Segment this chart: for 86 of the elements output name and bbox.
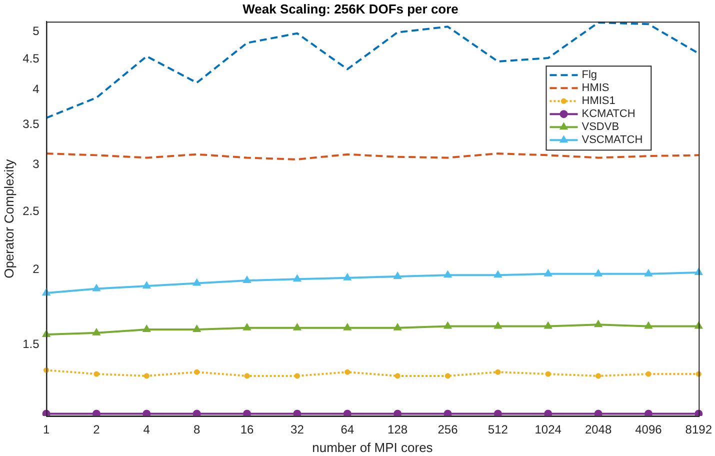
- point: [193, 279, 200, 286]
- x-tick-label: 4096: [635, 422, 662, 437]
- point: [143, 282, 150, 288]
- point: [394, 324, 402, 330]
- x-tick-label: 512: [488, 422, 508, 437]
- legend-label: HMIS1: [582, 95, 616, 108]
- x-tick-label: 64: [340, 422, 354, 437]
- y-tick-label: 3: [32, 156, 40, 171]
- x-tick-label: 8192: [685, 422, 712, 437]
- point: [192, 410, 201, 416]
- x-tick-label: 8: [193, 422, 200, 437]
- x-tick-label: 4: [143, 422, 150, 437]
- point: [494, 322, 502, 329]
- point: [444, 373, 451, 379]
- y-tick-label: 3.5: [22, 116, 40, 131]
- x-tick-label: 256: [438, 422, 458, 437]
- x-tick-label: 2048: [584, 422, 612, 437]
- point: [243, 410, 252, 416]
- point: [42, 289, 50, 296]
- y-tick-label: 5: [32, 24, 40, 38]
- point: [394, 373, 400, 379]
- point: [42, 410, 50, 416]
- x-tick-label: 2: [93, 422, 100, 437]
- point: [92, 410, 100, 416]
- legend-label: KCMATCH: [582, 108, 636, 120]
- y-axis-title: Operator Complexity: [1, 158, 16, 278]
- point: [344, 369, 350, 375]
- x-axis-title: number of MPI cores: [312, 440, 434, 455]
- point: [644, 410, 652, 416]
- point: [695, 322, 702, 329]
- point: [394, 272, 402, 279]
- point: [394, 410, 402, 416]
- point: [695, 268, 702, 276]
- point: [294, 373, 300, 379]
- y-tick-label: 4: [32, 82, 40, 96]
- chart-title: Weak Scaling: 256K DOFs per core: [242, 1, 458, 16]
- point: [42, 330, 50, 337]
- legend-label: VSDVB: [582, 121, 620, 134]
- x-tick-label: 128: [388, 422, 408, 437]
- y-tick-label: 1.5: [22, 336, 40, 351]
- point: [594, 320, 602, 328]
- x-tick-label: 16: [240, 422, 254, 437]
- point: [646, 371, 652, 377]
- point: [143, 326, 150, 332]
- point: [544, 410, 552, 416]
- x-tick-label: 1024: [534, 422, 562, 437]
- point: [244, 373, 250, 379]
- legend-label: Flg: [582, 69, 598, 82]
- point: [243, 276, 251, 284]
- point: [293, 410, 302, 416]
- line-series: [45, 22, 700, 119]
- point: [544, 270, 552, 276]
- point: [142, 410, 151, 416]
- point: [644, 322, 652, 329]
- point: [243, 324, 251, 330]
- y-tick-label: 2.5: [22, 204, 40, 218]
- y-tick-label: 2: [32, 262, 40, 276]
- point: [294, 275, 301, 282]
- point: [193, 326, 200, 332]
- point: [444, 271, 452, 278]
- point: [544, 322, 552, 329]
- point: [694, 410, 703, 416]
- legend-label: HMIS: [582, 82, 610, 94]
- point: [343, 410, 352, 416]
- point: [94, 371, 100, 377]
- point: [294, 324, 301, 330]
- point: [344, 274, 351, 280]
- point: [92, 284, 100, 292]
- point: [594, 410, 602, 416]
- point: [495, 369, 501, 375]
- x-tick-label: 32: [290, 422, 304, 437]
- point: [92, 328, 100, 336]
- x-tick-label: 1: [42, 422, 50, 437]
- point: [444, 322, 452, 329]
- legend-label: VSCMATCH: [582, 134, 643, 146]
- point: [644, 270, 652, 276]
- point: [144, 373, 150, 379]
- point: [545, 371, 551, 377]
- point: [594, 270, 602, 276]
- point: [494, 410, 502, 416]
- point: [444, 410, 452, 416]
- point: [595, 373, 602, 379]
- y-tick-label: 4.5: [22, 51, 40, 66]
- point: [194, 369, 200, 375]
- point: [494, 271, 502, 278]
- point: [344, 324, 351, 330]
